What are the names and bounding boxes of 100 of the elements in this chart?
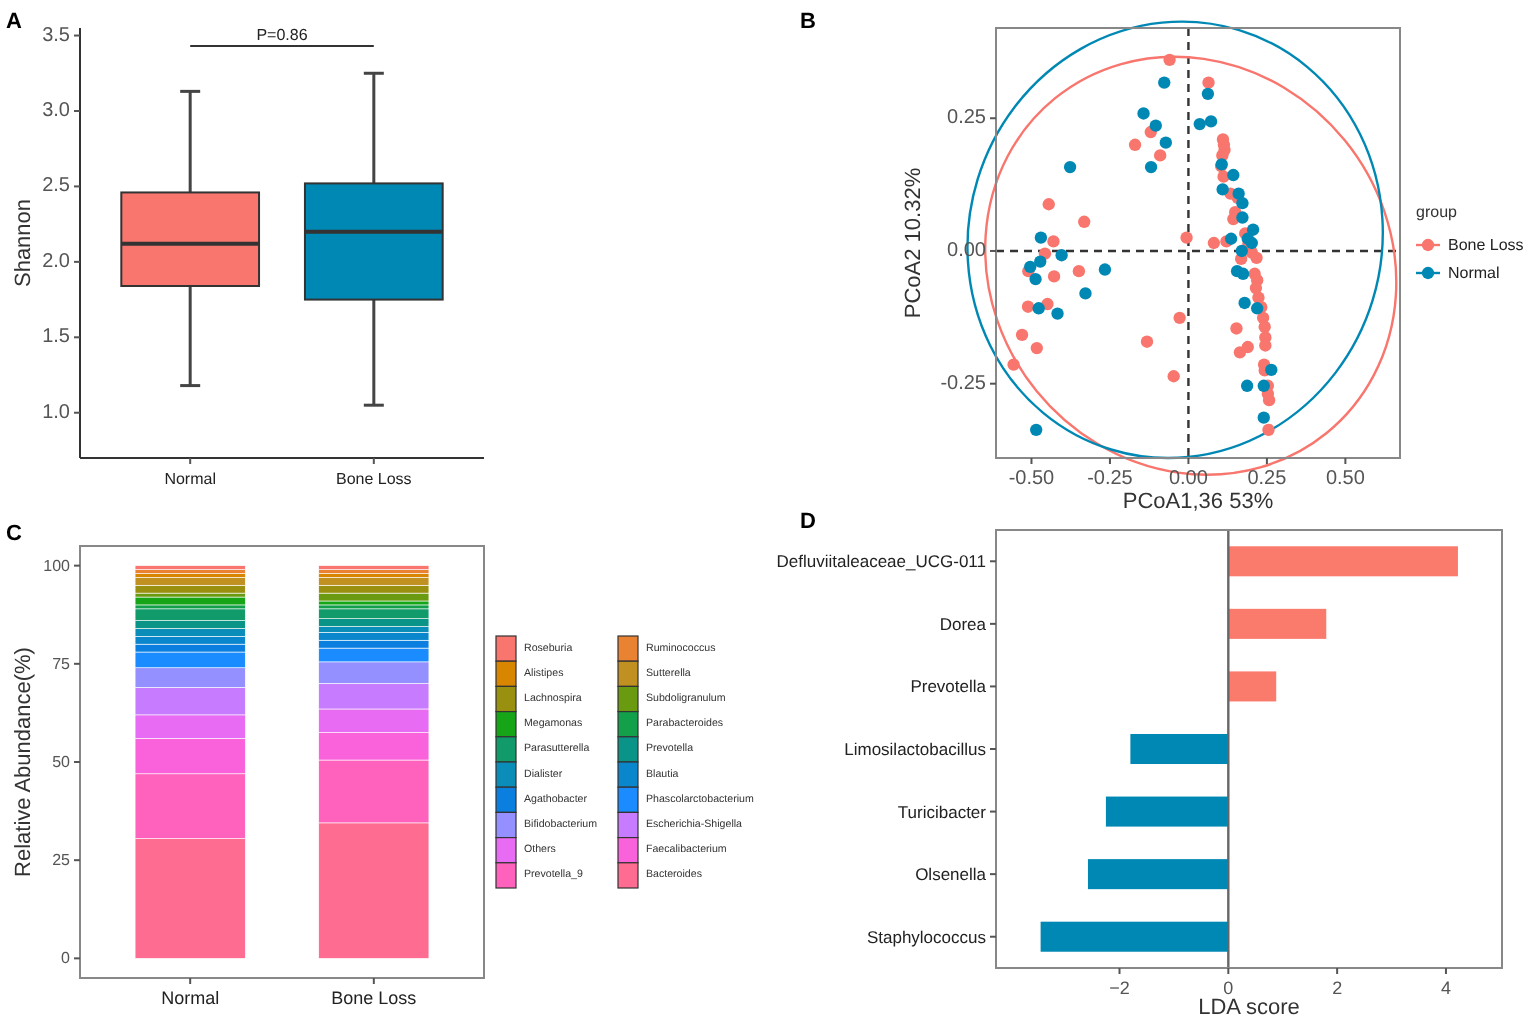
x-tick-label: Bone Loss: [336, 470, 412, 488]
bar: [1228, 546, 1458, 577]
point: [1265, 363, 1278, 377]
bar: [134, 636, 246, 645]
point: [1128, 138, 1142, 151]
point: [1204, 115, 1218, 128]
point: [1159, 136, 1172, 149]
point: [1015, 328, 1029, 342]
point: [1232, 187, 1245, 200]
point: [1180, 231, 1193, 244]
point: [1262, 423, 1275, 437]
point: [1262, 393, 1276, 407]
bar: [318, 592, 430, 602]
point: [1149, 119, 1162, 132]
point: [1163, 53, 1176, 67]
x-tick-label: 0: [1223, 978, 1234, 998]
point: [1236, 211, 1249, 224]
point: [1140, 335, 1154, 348]
point: [1258, 320, 1271, 334]
y-axis-title: PCoA2 10.32%: [902, 167, 926, 319]
point: [1029, 272, 1042, 286]
point: [1236, 197, 1249, 210]
y-tick-label: 3.5: [42, 24, 71, 47]
y-axis-title: Relative Abundance(%): [12, 647, 36, 877]
point: [1202, 76, 1215, 89]
point: [1153, 149, 1167, 162]
point: [1246, 223, 1260, 236]
bar: [1228, 608, 1327, 639]
x-tick-label: 0.50: [1325, 468, 1366, 490]
x-tick-label: −2: [1109, 978, 1130, 998]
bar: [134, 577, 246, 586]
x-tick-label: Normal: [164, 470, 217, 488]
x-tick-label: 0.00: [1168, 468, 1209, 490]
y-tick-label: 1.5: [42, 326, 71, 349]
chart-title: C: [6, 522, 22, 546]
y-tick-label: 3.0: [42, 99, 71, 122]
annotation: P=0.86: [256, 26, 309, 44]
x-tick-label: 2: [1332, 978, 1343, 998]
x-tick-label: -0.50: [1008, 468, 1056, 490]
point: [1063, 160, 1077, 174]
point: [1030, 341, 1043, 355]
point: [1235, 244, 1248, 258]
point: [1224, 232, 1238, 245]
bar: [318, 626, 430, 633]
point: [1173, 311, 1186, 325]
bar: [1105, 796, 1229, 827]
y-tick-label: 2.5: [42, 175, 71, 198]
x-tick-label: 0.25: [1247, 468, 1288, 490]
bar: [318, 608, 430, 619]
x-axis-title: PCoA1,36 53%: [1122, 490, 1274, 514]
bar: [1040, 921, 1229, 952]
bar: [134, 584, 246, 594]
point: [1055, 249, 1068, 262]
point: [1158, 76, 1171, 89]
y-tick-label: 50: [52, 753, 72, 771]
point: [1021, 300, 1035, 313]
bar: [1228, 671, 1277, 702]
point: [1250, 251, 1263, 265]
y-tick-label: 25: [52, 851, 72, 870]
point: [1216, 183, 1229, 196]
point: [1227, 168, 1240, 182]
point: [1032, 302, 1045, 315]
bar: [134, 628, 246, 637]
bar: [318, 577, 430, 586]
legend-label: Normal: [1448, 264, 1501, 282]
chart-title: A: [6, 10, 22, 34]
y-tick-label: Turicibacter: [897, 801, 987, 822]
point: [1030, 423, 1043, 437]
point: [1042, 198, 1055, 211]
point: [1257, 411, 1270, 424]
point: [1098, 263, 1112, 276]
point: [1250, 302, 1264, 315]
point: [1051, 307, 1064, 320]
y-tick-label: Defluviitaleaceae_UCG-011: [776, 551, 987, 572]
y-tick-label: 1.0: [42, 401, 71, 424]
point: [1240, 379, 1254, 392]
point: [1207, 236, 1221, 250]
point: [1241, 340, 1254, 354]
point: [1078, 215, 1091, 228]
point: [1201, 87, 1215, 100]
legend-label: Bone Loss: [1448, 236, 1524, 254]
point: [1034, 255, 1047, 268]
y-tick-label: Staphylococcus: [866, 926, 986, 947]
y-tick-label: 0.25: [947, 107, 987, 130]
point: [1047, 235, 1060, 248]
bar: [318, 584, 430, 594]
x-axis-title: LDA score: [1198, 996, 1300, 1020]
y-tick-label: Dorea: [939, 613, 987, 634]
point: [1193, 117, 1206, 131]
x-tick-label: Normal: [161, 988, 220, 1008]
legend-title: group: [1416, 203, 1459, 221]
point: [1007, 358, 1020, 371]
bar: [1130, 733, 1229, 765]
point: [1137, 107, 1150, 120]
point: [1144, 160, 1158, 174]
point: [1047, 270, 1061, 283]
bar: [318, 632, 430, 641]
point: [1072, 264, 1086, 278]
text: D: [800, 510, 816, 534]
x-tick-label: Bone Loss: [331, 988, 418, 1008]
